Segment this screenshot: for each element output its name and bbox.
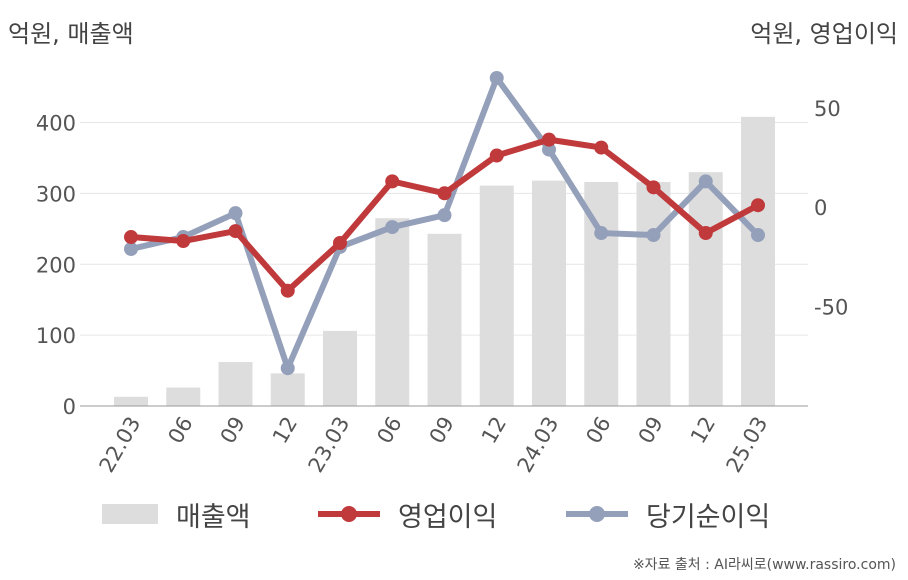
right-tick-label: -50 <box>814 296 848 320</box>
right-tick-label: 0 <box>814 196 827 220</box>
left-tick-label: 0 <box>63 395 76 419</box>
revenue-bar <box>270 373 305 406</box>
x-tick-label: 25.03 <box>721 413 772 477</box>
revenue-bar <box>427 233 462 406</box>
legend-item-revenue: 매출액 <box>102 494 251 534</box>
left-axis-ticks: 0 100 200 300 400 <box>36 112 76 419</box>
right-tick-label: 50 <box>814 97 841 121</box>
source-note: ※자료 출처 : AI라씨로(www.rassiro.com) <box>632 557 896 573</box>
net-income-point <box>385 220 400 235</box>
net-income-point <box>698 174 713 189</box>
net-income-point <box>646 228 661 243</box>
revenue-bar <box>636 182 671 406</box>
revenue-bar <box>741 116 775 406</box>
left-tick-label: 300 <box>36 182 76 206</box>
x-axis-labels: 22.03 06 09 12 23.03 06 09 12 24.03 06 09 12 25.03 <box>94 413 772 477</box>
left-axis-unit: 억원, 매출액 <box>8 20 134 48</box>
x-tick-label: 23.03 <box>303 413 354 477</box>
net-income-point <box>751 228 765 243</box>
revenue-bar <box>114 396 148 406</box>
operating-profit-point <box>437 186 452 201</box>
operating-profit-point <box>385 174 400 189</box>
revenue-swatch <box>102 504 158 524</box>
revenue-bar <box>532 180 566 406</box>
revenue-bars <box>114 116 775 406</box>
profit-lines <box>124 71 765 376</box>
x-tick-label: 09 <box>216 413 250 448</box>
net-income-point <box>594 226 609 241</box>
left-tick-label: 100 <box>36 324 76 348</box>
x-tick-label: 24.03 <box>512 413 563 477</box>
revenue-bar <box>166 387 201 406</box>
operating-profit-point <box>698 226 713 241</box>
operating-profit-point <box>176 234 191 249</box>
x-tick-label: 06 <box>581 413 615 448</box>
revenue-bar <box>479 185 514 406</box>
left-tick-label: 400 <box>36 112 76 136</box>
right-axis-unit: 억원, 영업이익 <box>750 20 898 48</box>
net-swatch <box>566 504 628 524</box>
x-tick-label: 09 <box>425 413 459 448</box>
legend-label-operating: 영업이익 <box>398 501 498 533</box>
legend-label-net: 당기순이익 <box>646 501 771 533</box>
legend-item-net: 당기순이익 <box>566 494 770 534</box>
legend: 매출액 영업이익 당기순이익 <box>0 494 908 534</box>
net-income-point <box>124 241 138 256</box>
x-tick-label: 12 <box>477 413 511 448</box>
legend-label-revenue: 매출액 <box>176 501 251 533</box>
x-tick-label: 06 <box>372 413 406 448</box>
operating-swatch <box>318 504 380 524</box>
operating-profit-point <box>228 224 243 239</box>
operating-profit-point <box>751 198 765 213</box>
operating-profit-point <box>124 230 138 245</box>
revenue-bar <box>375 218 410 406</box>
x-tick-label: 06 <box>163 413 197 448</box>
revenue-bar <box>218 362 253 406</box>
operating-profit-point <box>594 140 609 155</box>
operating-profit-point <box>489 148 504 163</box>
x-tick-label: 12 <box>686 413 720 448</box>
x-tick-label: 09 <box>634 413 668 448</box>
operating-profit-point <box>646 180 661 195</box>
x-tick-label: 22.03 <box>94 413 145 477</box>
operating-profit-point <box>542 132 556 147</box>
left-tick-label: 200 <box>36 253 76 277</box>
net-income-point <box>280 361 295 376</box>
net-income-point <box>437 208 452 223</box>
revenue-bar <box>688 172 723 406</box>
x-tick-label: 12 <box>268 413 302 448</box>
net-income-point <box>228 206 243 221</box>
right-axis-ticks: -50 0 50 <box>814 97 848 320</box>
net-income-point <box>489 71 504 86</box>
operating-profit-point <box>333 236 347 250</box>
net-income-point <box>542 142 556 157</box>
operating-profit-point <box>280 283 295 298</box>
legend-item-operating: 영업이익 <box>318 494 497 534</box>
revenue-bar <box>323 330 357 406</box>
